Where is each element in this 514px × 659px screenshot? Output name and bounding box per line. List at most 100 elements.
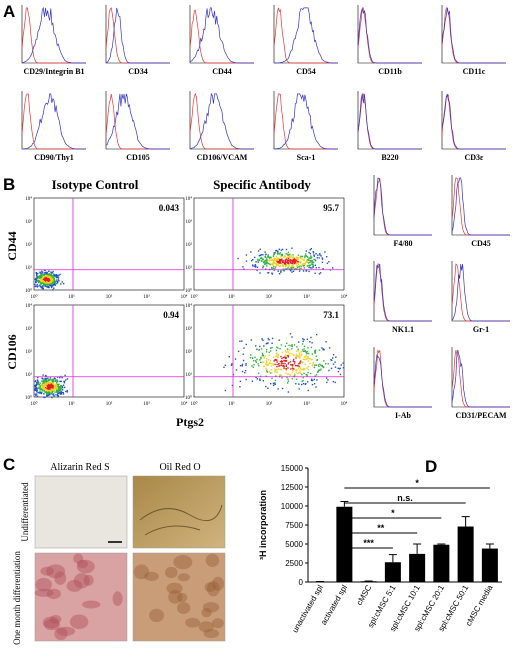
event-dot: [255, 376, 257, 379]
event-dot: [332, 354, 335, 356]
event-dot: [56, 280, 59, 283]
event-dot: [51, 276, 53, 278]
event-dot: [39, 281, 41, 283]
event-dot: [328, 369, 330, 372]
event-dot: [283, 367, 285, 370]
event-dot: [53, 377, 56, 379]
event-dot: [42, 374, 44, 376]
event-dot: [281, 357, 283, 360]
event-dot: [241, 370, 244, 373]
decade-label: 10³: [143, 401, 150, 407]
event-dot: [285, 261, 288, 263]
significance-label: *: [391, 508, 395, 518]
event-dot: [297, 372, 299, 374]
event-dot: [35, 279, 37, 281]
significance-label: ***: [363, 538, 374, 548]
event-dot: [45, 377, 47, 380]
event-dot: [258, 255, 261, 257]
event-dot: [40, 283, 42, 285]
decade-label: 10⁴: [341, 294, 348, 300]
event-dot: [278, 257, 280, 260]
decade-label: 10¹: [26, 265, 33, 271]
event-dot: [261, 354, 264, 357]
event-dot: [44, 278, 46, 280]
event-dot: [280, 262, 282, 264]
event-dot: [307, 352, 310, 355]
histogram-label: CD31/PECAM: [455, 411, 507, 420]
event-dot: [57, 279, 60, 281]
event-dot: [38, 277, 41, 279]
event-dot: [287, 378, 289, 380]
event-dot: [302, 350, 304, 353]
event-dot: [316, 379, 318, 381]
event-dot: [287, 251, 290, 254]
event-dot: [313, 383, 316, 385]
event-dot: [328, 347, 331, 349]
event-dot: [244, 372, 246, 374]
axis: [451, 261, 510, 322]
event-dot: [284, 259, 286, 262]
histogram-label: NK1.1: [392, 325, 414, 334]
event-dot: [332, 380, 335, 383]
event-dot: [47, 380, 49, 383]
event-dot: [300, 257, 302, 259]
event-dot: [293, 344, 296, 346]
event-dot: [263, 356, 265, 359]
event-dot: [285, 364, 288, 366]
event-dot: [264, 256, 266, 258]
event-dot: [306, 367, 308, 369]
event-dot: [286, 261, 289, 263]
event-dot: [291, 259, 293, 261]
event-dot: [287, 262, 289, 264]
event-dot: [51, 387, 53, 389]
event-dot: [45, 274, 48, 276]
event-dot: [265, 262, 267, 264]
event-dot: [297, 348, 299, 350]
error-bar: [413, 543, 422, 554]
decade-label: 10⁰: [190, 294, 197, 300]
event-dot: [38, 386, 40, 388]
event-dot: [286, 342, 288, 345]
event-dot: [251, 380, 254, 382]
event-dot: [321, 261, 324, 264]
event-dot: [274, 383, 276, 386]
event-dot: [296, 256, 298, 258]
event-dot: [234, 358, 237, 360]
event-dot: [35, 387, 38, 389]
event-dot: [53, 393, 55, 395]
event-dot: [43, 396, 45, 399]
event-dot: [55, 274, 57, 276]
event-dot: [327, 363, 329, 365]
panel-label: D: [425, 457, 437, 476]
event-dot: [285, 264, 287, 266]
event-dot: [270, 372, 273, 374]
event-dot: [269, 372, 272, 374]
event-dot: [42, 275, 45, 278]
event-dot: [281, 254, 283, 256]
event-dot: [46, 382, 49, 385]
event-dot: [258, 349, 261, 351]
event-dot: [38, 392, 41, 394]
cell: [177, 573, 190, 582]
event-dot: [283, 364, 285, 367]
event-dot: [319, 253, 321, 255]
event-dot: [284, 255, 286, 257]
event-dot: [293, 363, 296, 365]
decade-label: 10⁴: [185, 196, 192, 202]
event-dot: [57, 388, 60, 391]
event-dot: [332, 267, 334, 269]
event-dot: [53, 383, 55, 386]
event-dot: [291, 271, 293, 273]
event-dot: [298, 341, 300, 343]
event-dot: [292, 267, 295, 269]
event-dot: [61, 376, 63, 379]
histogram-curve: [451, 177, 510, 236]
event-dot: [294, 361, 296, 363]
dot-plot-frame: [193, 197, 345, 291]
event-dot: [61, 387, 64, 389]
cells: [34, 553, 225, 641]
event-dot: [54, 281, 56, 284]
error-bar: [340, 500, 349, 507]
bar: [336, 506, 353, 582]
event-dot: [52, 284, 55, 286]
